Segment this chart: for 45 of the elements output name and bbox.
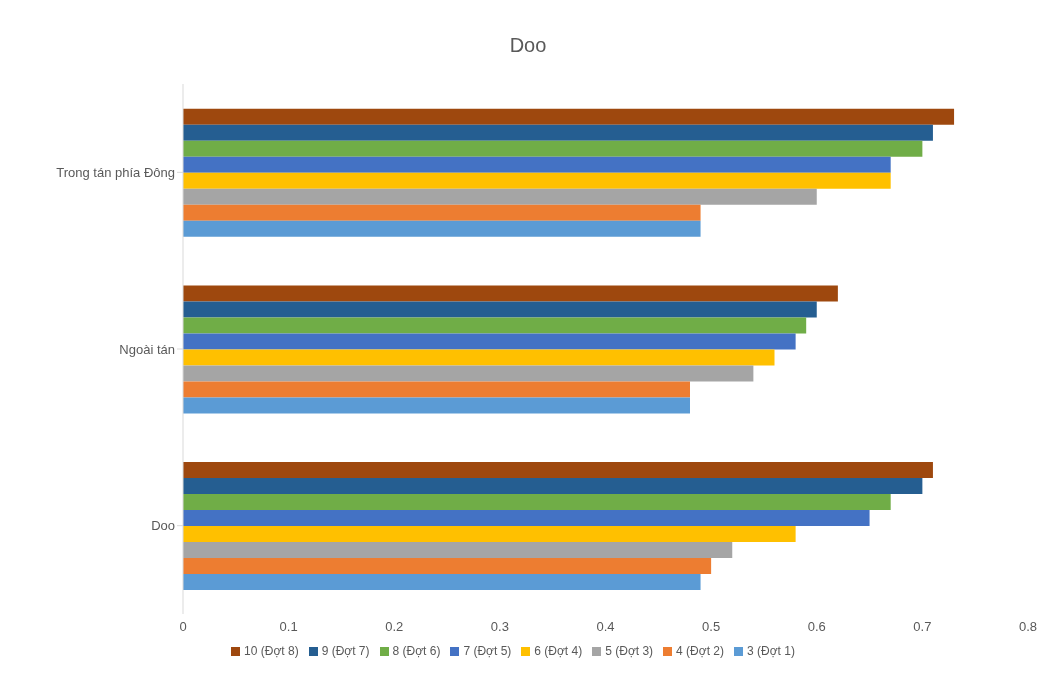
bar	[183, 526, 796, 543]
bar	[183, 204, 701, 221]
bar	[183, 462, 933, 479]
bar	[183, 349, 775, 366]
y-tick-label: Ngoài tán	[119, 341, 175, 357]
bar	[183, 301, 817, 318]
bar	[183, 124, 933, 141]
x-tick-label: 0.6	[807, 619, 826, 635]
bar	[183, 365, 754, 382]
legend-label: 4 (Đợt 2)	[676, 644, 724, 658]
x-tick-label: 0.4	[596, 619, 615, 635]
x-tick-label: 0.7	[913, 619, 932, 635]
bar	[183, 108, 955, 125]
bar	[183, 397, 690, 414]
x-tick-label: 0.2	[385, 619, 404, 635]
y-tick-label: Trong tán phía Đông	[56, 164, 175, 180]
x-tick-label: 0.3	[490, 619, 509, 635]
legend-label: 8 (Đợt 6)	[392, 644, 441, 658]
legend-label: 5 (Đợt 3)	[605, 644, 654, 658]
bar	[183, 381, 690, 398]
bar	[183, 172, 891, 189]
bar	[183, 510, 870, 527]
bar	[183, 333, 796, 350]
chart-title: Doo	[508, 33, 548, 58]
x-tick-label: 0	[179, 619, 187, 635]
legend-label: 3 (Đợt 1)	[747, 644, 795, 658]
y-tick-label: Doo	[151, 518, 175, 534]
x-tick-label: 0.8	[1018, 619, 1038, 635]
bar	[183, 156, 891, 173]
bar	[183, 220, 701, 237]
legend-label: 7 (Đợt 5)	[463, 644, 512, 658]
x-tick-label: 0.1	[279, 619, 298, 635]
bar	[183, 558, 712, 575]
bar	[183, 478, 923, 495]
bar	[183, 188, 817, 205]
bar	[183, 542, 733, 559]
x-tick-label: 0.5	[702, 619, 721, 635]
bar	[183, 574, 701, 591]
legend-label: 10 (Đợt 8)	[244, 644, 299, 658]
bar	[183, 317, 807, 334]
legend-label: 6 (Đợt 4)	[534, 644, 583, 658]
legend-label: 9 (Đợt 7)	[321, 644, 370, 658]
bar	[183, 494, 891, 511]
bar	[183, 285, 838, 302]
bar	[183, 140, 923, 157]
